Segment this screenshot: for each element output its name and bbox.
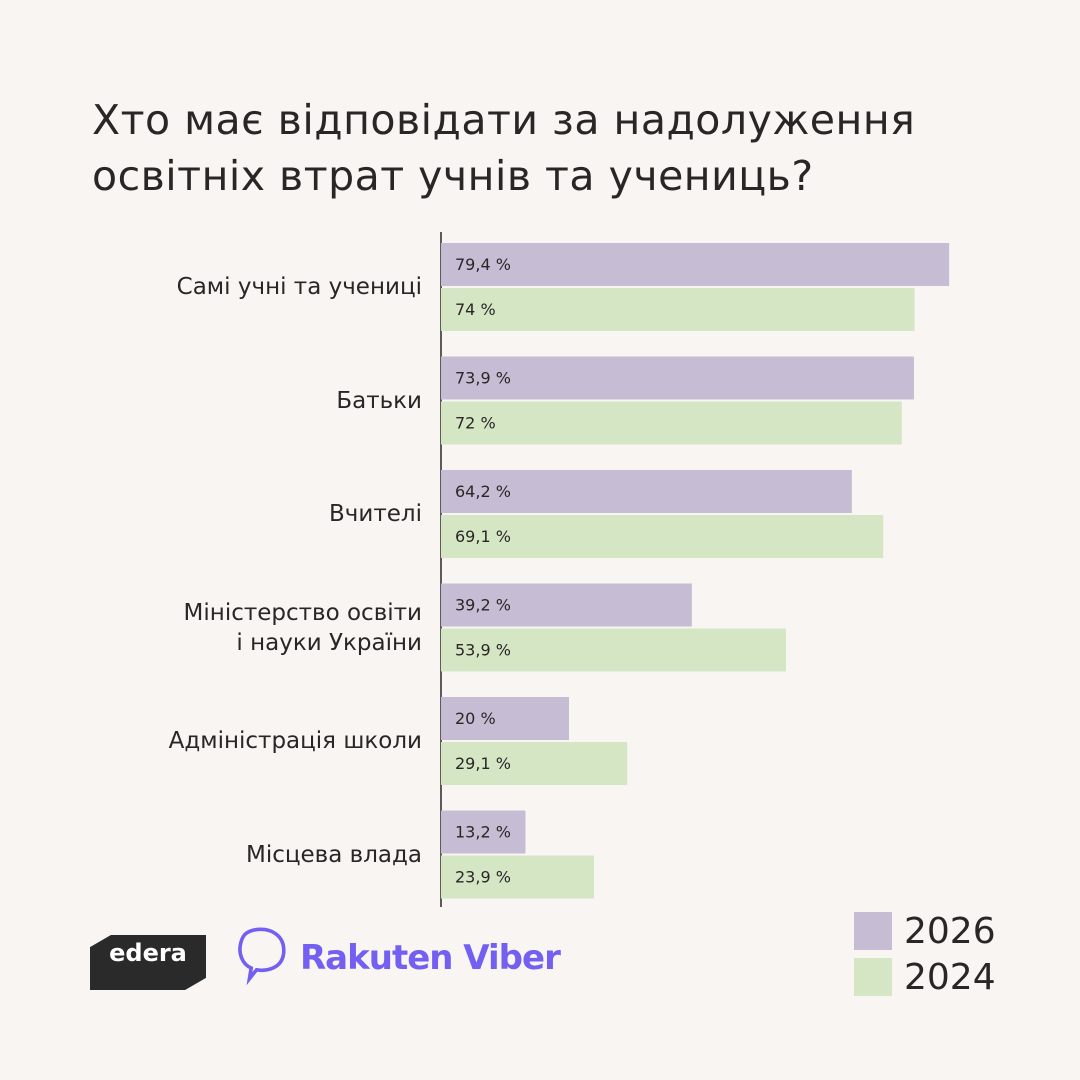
value-label: 20 %: [455, 709, 496, 728]
value-label: 74 %: [455, 300, 496, 319]
legend-label: 2026: [904, 911, 996, 952]
value-label: 79,4 %: [455, 255, 511, 274]
value-label: 23,9 %: [455, 868, 511, 887]
bar: [441, 470, 852, 513]
category-label: Самі учні та учениці: [176, 274, 422, 300]
edera-logo: edera: [90, 935, 206, 990]
category-label: Адміністрація школи: [168, 728, 422, 754]
category-label: Вчителі: [329, 501, 422, 527]
chart-title: Хто має відповідати за надолуження освіт…: [92, 96, 916, 200]
bar: [441, 810, 526, 854]
bar: [441, 288, 915, 331]
viber-icon: [238, 927, 286, 986]
legend-swatch: [854, 958, 892, 996]
bar: [441, 515, 884, 558]
category-label: Міністерство освіти і науки України: [183, 599, 422, 656]
bar: [441, 628, 786, 672]
legend-swatch: [854, 912, 892, 950]
value-label: 69,1 %: [455, 527, 511, 546]
bar: [441, 855, 594, 899]
category-label: Батьки: [336, 387, 422, 414]
bar: [441, 583, 692, 627]
viber-logo: Rakuten Viber: [300, 938, 561, 978]
bar: [441, 697, 569, 740]
value-label: 64,2 %: [455, 482, 511, 501]
value-label: 29,1 %: [455, 754, 511, 773]
value-label: 53,9 %: [455, 641, 511, 660]
bar: [441, 742, 628, 785]
bar: [441, 243, 950, 286]
legend-label: 2024: [904, 957, 996, 998]
bar: [441, 401, 902, 445]
value-label: 13,2 %: [455, 823, 511, 842]
value-label: 72 %: [455, 414, 496, 433]
category-label: Місцева влада: [246, 841, 422, 868]
bar: [441, 356, 914, 400]
value-label: 73,9 %: [455, 369, 511, 388]
value-label: 39,2 %: [455, 596, 511, 615]
